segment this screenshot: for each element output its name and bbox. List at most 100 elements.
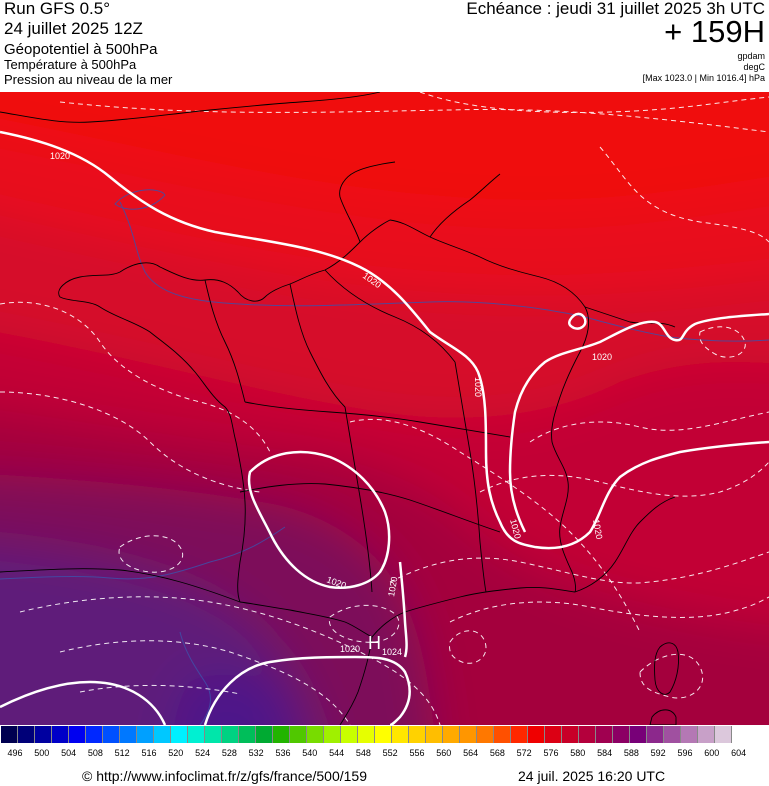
legend-tick-label: 544 <box>329 748 345 758</box>
run-title: Run GFS 0.5° <box>4 0 111 18</box>
legend-tick-label: 532 <box>248 748 264 758</box>
legend-swatch <box>222 726 239 743</box>
temperature-contour <box>0 301 271 453</box>
legend-swatch <box>477 726 494 743</box>
region-border <box>324 269 456 363</box>
isobar-label: 1020 <box>473 377 483 397</box>
run-date: 24 juillet 2025 12Z <box>4 19 143 38</box>
legend-tick-label: 588 <box>623 748 639 758</box>
region-border <box>244 401 511 438</box>
isobar-label: 1020 <box>50 151 70 161</box>
legend-swatch <box>205 726 222 743</box>
temperature-contour <box>389 551 769 584</box>
isobar-1020-north <box>0 130 769 550</box>
colour-scale-legend: 496 500 504 508 512 516 520 524 528 532 536 540 544 5… <box>0 726 769 762</box>
legend-swatch <box>528 726 545 743</box>
legend-swatch <box>307 726 324 743</box>
weather-map[interactable]: 1020 1020 1020 1020 1020 1020 1020 1020 … <box>0 92 769 725</box>
legend-tick-label: 580 <box>570 748 586 758</box>
temperature-contour <box>449 596 769 623</box>
footer-source-url[interactable]: © http://www.infoclimat.fr/z/gfs/france/… <box>82 768 367 784</box>
legend-tick-label: 572 <box>516 748 532 758</box>
isobar-1020-southwest <box>0 680 167 725</box>
isobar-label: 1020 <box>386 576 399 597</box>
isobar-1020-east <box>508 312 769 533</box>
legend-swatch <box>630 726 647 743</box>
belgium-border <box>339 161 396 243</box>
legend-tick-label: 512 <box>114 748 130 758</box>
temperature-contour <box>639 653 704 699</box>
temperature-contour <box>328 604 400 643</box>
high-pressure-letter: H <box>368 633 381 653</box>
legend-swatch <box>256 726 273 743</box>
france-coastline <box>119 219 391 302</box>
legend-swatch <box>443 726 460 743</box>
legend-swatch <box>698 726 715 743</box>
temperature-contour <box>118 535 183 573</box>
legend-swatch <box>545 726 562 743</box>
isobar-1020-closed-loop <box>247 450 391 589</box>
legend-tick-label: 600 <box>704 748 720 758</box>
legend-tick-label: 536 <box>275 748 291 758</box>
temperature-contour <box>0 391 261 493</box>
temperature-contour <box>59 101 769 133</box>
legend-swatch <box>409 726 426 743</box>
legend-tick-label: 548 <box>355 748 371 758</box>
temperature-contour <box>449 630 487 664</box>
legend-swatch <box>188 726 205 743</box>
legend-tick-label: 540 <box>302 748 318 758</box>
legend-swatch <box>324 726 341 743</box>
weather-map-svg: 1020 1020 1020 1020 1020 1020 1020 1020 … <box>0 92 769 725</box>
legend-swatch <box>460 726 477 743</box>
legend-swatch <box>69 726 86 743</box>
legend-tick-label: 524 <box>195 748 211 758</box>
temperature-contour <box>419 92 769 113</box>
legend-swatch <box>103 726 120 743</box>
isotherm-line <box>0 526 286 580</box>
legend-swatch <box>1 726 18 743</box>
legend-swatch <box>494 726 511 743</box>
france-coastline <box>58 271 246 603</box>
geopotential-field <box>0 92 769 725</box>
map-borders <box>0 92 679 725</box>
legend-swatch <box>579 726 596 743</box>
corsica <box>654 642 679 695</box>
temperature-contour <box>699 326 746 358</box>
legend-swatch <box>35 726 52 743</box>
unit-gpdam: gpdam <box>737 51 765 61</box>
parameter-temperature: Température à 500hPa <box>4 57 137 72</box>
parameter-geopotential: Géopotentiel à 500hPa <box>4 41 158 58</box>
legend-swatch <box>647 726 664 743</box>
italy-border <box>574 496 676 593</box>
legend-tick-label: 528 <box>221 748 237 758</box>
legend-swatch <box>273 726 290 743</box>
spain-coast <box>0 568 241 603</box>
mediterranean-coastline <box>371 587 576 638</box>
legend-swatch <box>596 726 613 743</box>
legend-tick-label: 560 <box>436 748 452 758</box>
pressure-max-min: [Max 1023.0 | Min 1016.4] hPa <box>642 73 765 83</box>
sardinia <box>649 709 677 725</box>
temperature-contours <box>0 92 769 725</box>
region-border <box>204 279 246 403</box>
region-border <box>454 361 487 593</box>
isobar-1020-south-high <box>203 655 411 725</box>
forecast-hours: + 159H <box>664 14 765 49</box>
isobar-label: 1020 <box>592 352 612 362</box>
legend-swatch <box>52 726 69 743</box>
legend-tick-label: 520 <box>168 748 184 758</box>
legend-tick-label: 568 <box>489 748 505 758</box>
isobar-label: 1020 <box>340 644 360 654</box>
temperature-contour <box>479 461 769 497</box>
region-border <box>344 406 373 593</box>
germany-border <box>429 173 501 238</box>
legend-swatch <box>341 726 358 743</box>
legend-swatch <box>375 726 392 743</box>
legend-tick-label: 504 <box>61 748 77 758</box>
legend-swatch <box>613 726 630 743</box>
legend-swatch <box>715 726 732 743</box>
legend-tick-label: 592 <box>650 748 666 758</box>
legend-swatch <box>171 726 188 743</box>
legend-tick-label: 500 <box>34 748 50 758</box>
parameter-pressure: Pression au niveau de la mer <box>4 72 173 87</box>
